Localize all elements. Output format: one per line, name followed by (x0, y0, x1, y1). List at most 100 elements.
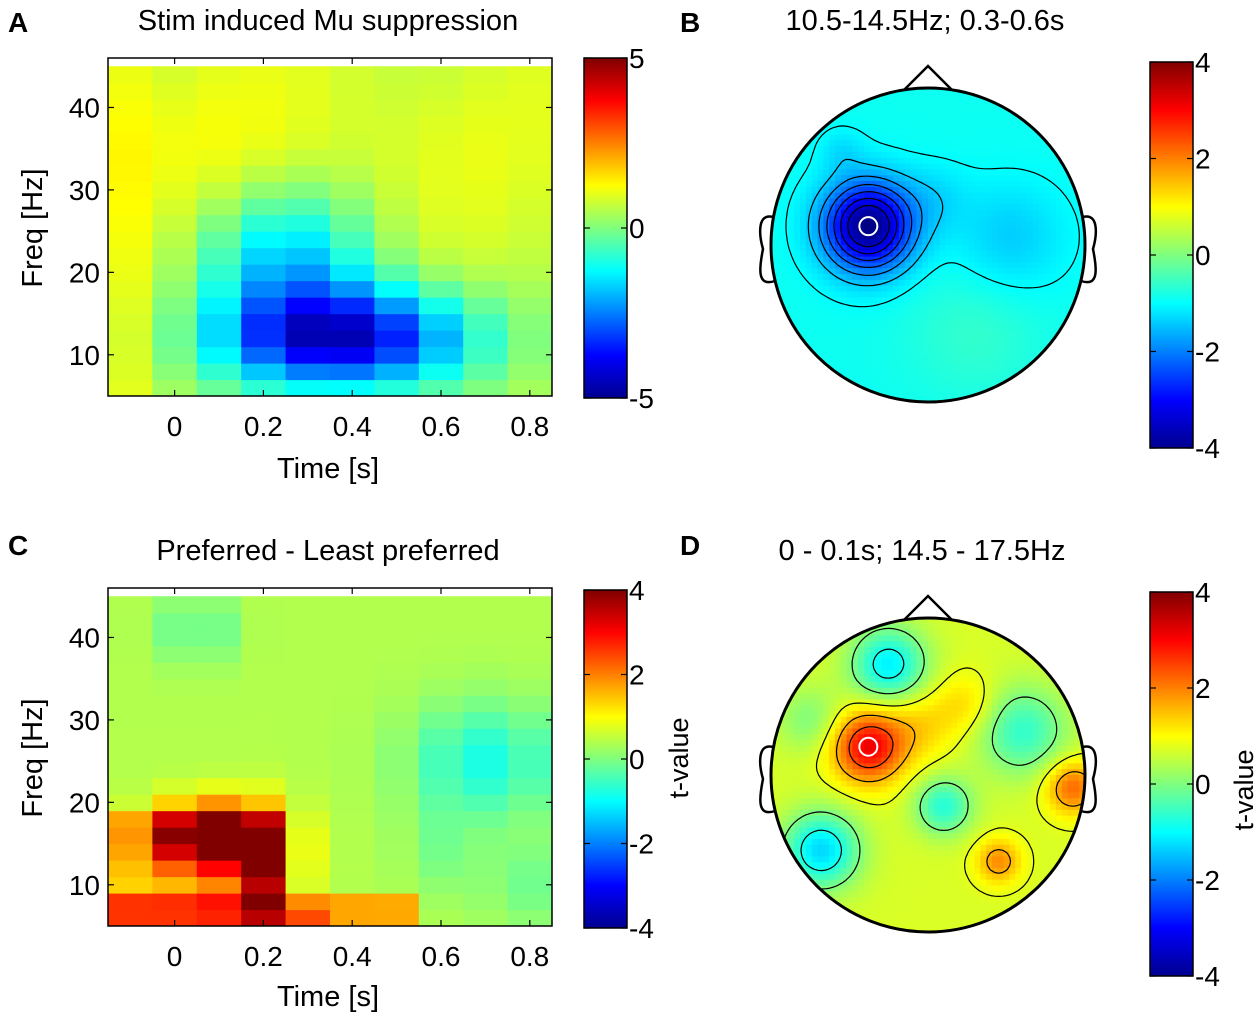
topo-cell (974, 745, 982, 753)
topo-cell (986, 111, 993, 118)
topo-cell (933, 868, 941, 875)
topo-cell (962, 897, 970, 904)
topo-cell (922, 390, 929, 397)
topo-cell (800, 227, 807, 235)
topo-cell (939, 751, 947, 759)
topo-cell (997, 239, 1005, 246)
topo-cell (794, 204, 801, 211)
topo-cell (957, 99, 964, 107)
topo-cell (951, 151, 958, 159)
topo-cell (829, 804, 836, 811)
topo-cell (800, 833, 807, 840)
topo-cell (840, 245, 848, 252)
topo-cell (939, 623, 947, 631)
topo-cell (840, 844, 848, 852)
topo-cell (991, 844, 999, 852)
heatmap-cell (330, 346, 375, 364)
topo-cell (846, 343, 854, 351)
topo-cell (1026, 297, 1034, 304)
topo-cell (794, 687, 801, 695)
topo-cell (840, 215, 848, 223)
topo-cell (782, 233, 790, 240)
topo-cell (939, 804, 947, 811)
topo-cell (1044, 320, 1051, 328)
topo-cell (939, 681, 947, 689)
topo-cell (904, 809, 912, 817)
topo-cell (875, 844, 883, 852)
topo-cell (811, 740, 819, 747)
topo-cell (974, 122, 982, 130)
topo-cell (1003, 868, 1011, 875)
topo-cell (875, 111, 883, 118)
topo-cell (794, 798, 801, 805)
topo-cell (869, 285, 877, 293)
topo-cell (875, 279, 883, 287)
topo-cell (991, 897, 999, 904)
topo-cell (922, 146, 929, 153)
topo-cell (869, 233, 877, 240)
topo-cell (829, 157, 836, 165)
topo-cell (869, 652, 877, 660)
heatmap-cell (241, 66, 287, 84)
topo-cell (968, 902, 976, 910)
topo-cell (805, 250, 813, 258)
topo-cell (829, 705, 836, 712)
topo-cell (916, 792, 923, 799)
topo-cell (869, 314, 877, 322)
topo-cell (829, 856, 836, 863)
topo-cell (782, 780, 790, 788)
topo-cell (957, 775, 964, 782)
topo-cell (991, 745, 999, 753)
topo-cell (1003, 734, 1011, 741)
topo-cell (1003, 891, 1011, 898)
topo-cell (794, 210, 801, 217)
topo-cell (986, 641, 993, 648)
topo-cell (864, 372, 871, 380)
topo-cell (968, 250, 976, 258)
topo-cell (817, 221, 825, 229)
topo-cell (939, 326, 947, 333)
topo-cell (1009, 291, 1016, 299)
topo-cell (864, 175, 871, 182)
heatmap-cell (507, 810, 552, 828)
topo-cell (922, 105, 929, 112)
topo-cell (1009, 722, 1016, 730)
topo-cell (893, 798, 900, 805)
topo-cell (823, 879, 830, 887)
heatmap-cell (507, 313, 552, 331)
topo-cell (922, 676, 929, 683)
topo-cell (893, 815, 900, 823)
topo-cell (928, 722, 935, 730)
topo-cell (916, 245, 923, 252)
topo-cell (840, 647, 848, 654)
topo-cell (916, 285, 923, 293)
topo-cell (898, 157, 906, 165)
topo-cell (805, 722, 813, 730)
topo-cell (916, 716, 923, 724)
topo-cell (1009, 862, 1016, 869)
topo-cell (933, 262, 941, 269)
topo-cell (846, 134, 854, 142)
topo-cell (922, 262, 929, 269)
topo-cell (788, 221, 795, 229)
topo-cell (904, 111, 912, 118)
topo-cell (1067, 256, 1075, 264)
topo-cell (840, 786, 848, 794)
topo-cell (817, 320, 825, 328)
topo-cell (852, 862, 859, 869)
topo-cell (898, 227, 906, 235)
topo-cell (974, 647, 982, 654)
topo-cell (939, 332, 947, 339)
topo-cell (887, 338, 894, 345)
topo-cell (974, 850, 982, 858)
heatmap-cell (330, 66, 375, 84)
topo-cell (881, 93, 888, 101)
topo-cell (898, 676, 906, 683)
topo-cell (788, 274, 795, 281)
topo-cell (881, 204, 888, 211)
topo-cell (881, 792, 888, 799)
topo-cell (811, 279, 819, 287)
topo-cell (875, 233, 883, 240)
heatmap-cell (241, 181, 287, 199)
topo-cell (991, 763, 999, 770)
